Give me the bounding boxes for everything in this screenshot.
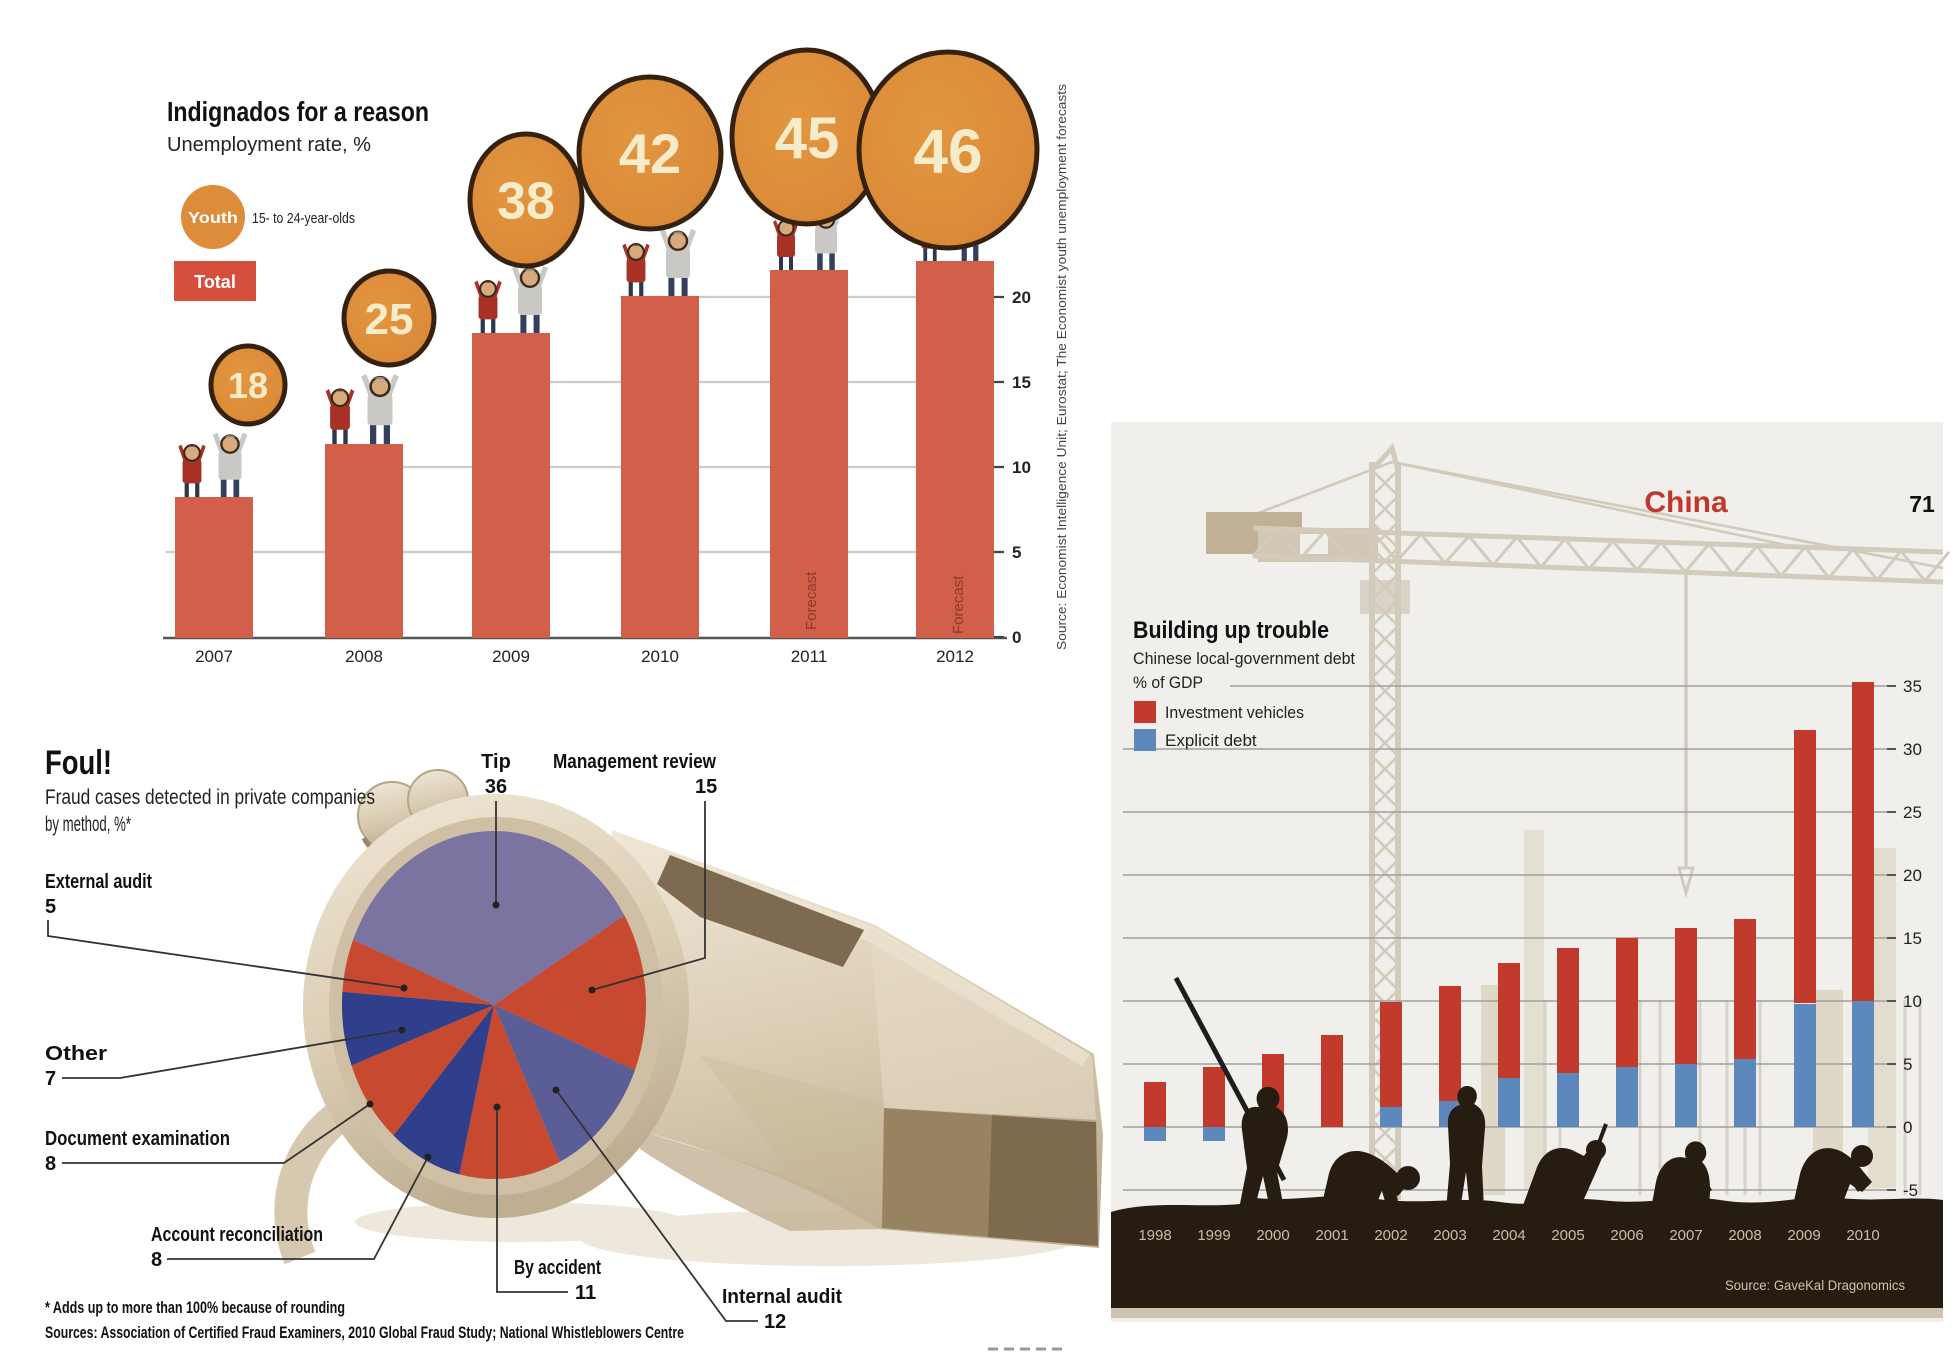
svg-text:2009: 2009 — [1787, 1227, 1820, 1244]
svg-text:1998: 1998 — [1138, 1227, 1171, 1244]
svg-text:2007: 2007 — [195, 647, 233, 666]
svg-text:10: 10 — [1903, 992, 1922, 1011]
svg-text:2010: 2010 — [1846, 1227, 1879, 1244]
svg-text:Youth: Youth — [188, 210, 238, 227]
svg-text:Internal audit: Internal audit — [722, 1286, 842, 1308]
svg-text:Account reconciliation: Account reconciliation — [151, 1224, 323, 1246]
svg-text:Source: GaveKal Dragonomics: Source: GaveKal Dragonomics — [1725, 1277, 1905, 1293]
svg-text:5: 5 — [45, 896, 56, 918]
svg-text:42: 42 — [619, 122, 681, 185]
svg-text:8: 8 — [45, 1153, 56, 1175]
svg-text:Forecast: Forecast — [803, 571, 820, 630]
svg-text:By accident: By accident — [514, 1257, 601, 1279]
svg-text:5: 5 — [1903, 1055, 1912, 1074]
svg-text:Management review: Management review — [553, 751, 716, 773]
svg-text:Indignados for a reason: Indignados for a reason — [167, 96, 429, 127]
svg-text:45: 45 — [775, 106, 840, 171]
svg-text:2012: 2012 — [936, 647, 974, 666]
svg-text:Building up trouble: Building up trouble — [1133, 617, 1329, 644]
svg-text:36: 36 — [485, 776, 507, 798]
svg-text:11: 11 — [575, 1282, 596, 1304]
svg-text:25: 25 — [1903, 803, 1922, 822]
svg-text:2008: 2008 — [1728, 1227, 1761, 1244]
svg-text:2000: 2000 — [1256, 1227, 1289, 1244]
svg-text:2001: 2001 — [1315, 1227, 1348, 1244]
svg-text:15: 15 — [1903, 929, 1922, 948]
svg-text:15: 15 — [695, 776, 717, 798]
svg-text:20: 20 — [1903, 866, 1922, 885]
svg-text:-5: -5 — [1903, 1181, 1918, 1200]
svg-text:10: 10 — [1012, 458, 1031, 477]
svg-text:Investment vehicles: Investment vehicles — [1165, 703, 1304, 722]
svg-text:2011: 2011 — [791, 647, 828, 666]
svg-text:by method, %*: by method, %* — [45, 813, 131, 836]
svg-text:Other: Other — [45, 1043, 107, 1065]
svg-text:25: 25 — [365, 295, 414, 344]
svg-text:Explicit debt: Explicit debt — [1165, 731, 1257, 750]
svg-text:7: 7 — [45, 1068, 56, 1090]
svg-text:Tip: Tip — [481, 751, 511, 773]
svg-text:2006: 2006 — [1610, 1227, 1643, 1244]
svg-text:8: 8 — [151, 1249, 162, 1271]
svg-text:46: 46 — [914, 117, 983, 186]
svg-text:External audit: External audit — [45, 871, 152, 893]
svg-text:2009: 2009 — [492, 647, 530, 666]
svg-text:30: 30 — [1903, 740, 1922, 759]
svg-text:Foul!: Foul! — [45, 744, 112, 782]
svg-text:2007: 2007 — [1669, 1227, 1702, 1244]
svg-text:15- to 24-year-olds: 15- to 24-year-olds — [252, 210, 355, 227]
svg-text:15: 15 — [1012, 373, 1031, 392]
svg-text:18: 18 — [228, 365, 268, 406]
svg-text:71: 71 — [1909, 491, 1935, 517]
svg-text:38: 38 — [497, 173, 555, 231]
svg-text:Fraud cases detected in privat: Fraud cases detected in private companie… — [45, 786, 375, 809]
svg-text:% of GDP: % of GDP — [1133, 673, 1203, 692]
svg-text:China: China — [1644, 486, 1728, 519]
svg-text:2003: 2003 — [1433, 1227, 1466, 1244]
svg-text:2008: 2008 — [345, 647, 383, 666]
svg-text:2010: 2010 — [641, 647, 679, 666]
svg-text:Total: Total — [194, 272, 236, 292]
svg-text:0: 0 — [1012, 628, 1021, 647]
svg-text:0: 0 — [1903, 1118, 1912, 1137]
svg-text:* Adds up to more than 100% be: * Adds up to more than 100% because of r… — [45, 1298, 345, 1317]
svg-text:2005: 2005 — [1551, 1227, 1584, 1244]
svg-text:Sources: Association of Certif: Sources: Association of Certified Fraud … — [45, 1323, 684, 1342]
svg-text:Forecast: Forecast — [950, 575, 967, 634]
svg-text:1999: 1999 — [1197, 1227, 1230, 1244]
svg-text:12: 12 — [764, 1311, 786, 1333]
svg-text:Document examination: Document examination — [45, 1128, 230, 1150]
svg-text:2004: 2004 — [1492, 1227, 1525, 1244]
svg-text:Unemployment rate, %: Unemployment rate, % — [167, 134, 371, 156]
svg-text:35: 35 — [1903, 677, 1922, 696]
svg-text:Chinese local-government debt: Chinese local-government debt — [1133, 649, 1355, 668]
svg-text:Source: Economist Intelligence: Source: Economist Intelligence Unit; Eur… — [1055, 84, 1069, 650]
svg-text:2002: 2002 — [1374, 1227, 1407, 1244]
svg-text:5: 5 — [1012, 543, 1021, 562]
svg-text:20: 20 — [1012, 288, 1031, 307]
